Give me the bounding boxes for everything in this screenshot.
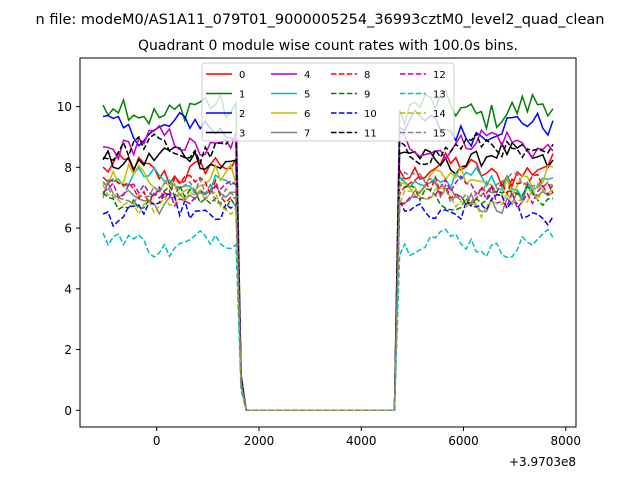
series-line-14 [102,184,554,412]
x-offset-label: +3.9703e8 [509,455,576,469]
axes-frame [79,57,577,428]
x-tick-label: 4000 [346,434,377,448]
y-tick-label: 2 [64,343,72,357]
chart-title: Quadrant 0 module wise count rates with … [138,38,518,54]
series-line-11 [102,131,554,412]
legend-label-15: 15 [433,128,446,139]
figure-suptitle: n file: modeM0/AS1A11_079T01_9000005254_… [36,12,605,28]
y-tick-label: 4 [64,282,72,296]
y-tick-label: 10 [57,100,72,114]
x-tick-label: 0 [153,434,161,448]
legend-label-2: 2 [239,109,245,120]
legend-label-1: 1 [239,89,245,100]
legend-label-5: 5 [304,89,310,100]
legend-label-0: 0 [239,70,245,81]
y-tick-label: 0 [64,404,72,418]
legend-box [201,62,455,142]
legend-label-6: 6 [304,109,310,120]
axis-ticks: 0 2000 4000 6000 8000 0 2 4 6 8 10 [57,100,581,448]
legend-label-11: 11 [364,128,377,139]
legend-label-8: 8 [364,70,370,81]
y-tick-label: 6 [64,222,72,236]
legend-label-14: 14 [433,109,446,120]
legend-label-4: 4 [304,70,310,81]
series-line-13 [102,228,554,412]
x-tick-label: 6000 [448,434,479,448]
y-tick-label: 8 [64,161,72,175]
legend-label-13: 13 [433,89,446,100]
series-line-7 [102,180,554,412]
x-tick-label: 2000 [244,434,275,448]
plot-area [102,88,554,412]
series-line-15 [102,171,554,412]
series-line-2 [102,108,554,412]
series-line-9 [102,182,554,412]
legend-label-9: 9 [364,89,370,100]
legend-label-3: 3 [239,128,245,139]
series-line-4 [102,124,554,412]
legend-label-10: 10 [364,109,377,120]
legend-label-7: 7 [304,128,310,139]
legend-label-12: 12 [433,70,446,81]
series-line-10 [102,192,554,412]
x-tick-label: 8000 [550,434,581,448]
